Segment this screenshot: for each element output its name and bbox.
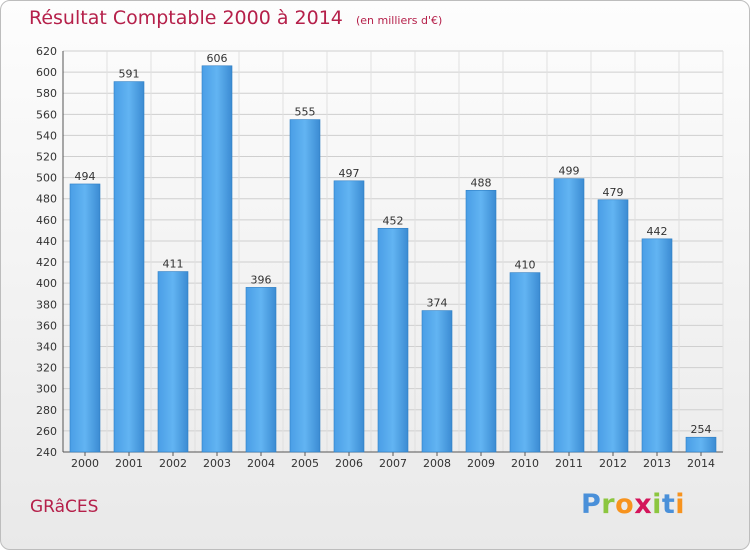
value-label-2014: 254 bbox=[691, 423, 712, 436]
bar-2012 bbox=[597, 199, 629, 453]
proxiti-logo: Proxiti bbox=[581, 489, 685, 520]
value-label-2000: 494 bbox=[75, 170, 96, 183]
value-label-2005: 555 bbox=[295, 106, 316, 119]
value-label-2008: 374 bbox=[427, 297, 448, 310]
x-tick-label-2014: 2014 bbox=[687, 457, 715, 470]
y-tick-label: 580 bbox=[36, 87, 57, 100]
logo-letter: i bbox=[675, 489, 686, 520]
value-label-2004: 396 bbox=[251, 273, 272, 286]
x-tick-label-2001: 2001 bbox=[115, 457, 143, 470]
y-tick-label: 560 bbox=[36, 108, 57, 121]
y-tick-label: 440 bbox=[36, 235, 57, 248]
y-tick-label: 500 bbox=[36, 172, 57, 185]
y-tick-label: 600 bbox=[36, 66, 57, 79]
logo-letter: x bbox=[634, 489, 653, 520]
bar-2003 bbox=[201, 65, 233, 453]
logo-letter: o bbox=[615, 489, 635, 520]
value-label-2001: 591 bbox=[119, 68, 140, 81]
bar-2011 bbox=[553, 178, 585, 453]
value-label-2002: 411 bbox=[163, 258, 184, 271]
x-tick-label-2009: 2009 bbox=[467, 457, 495, 470]
x-tick-label-2002: 2002 bbox=[159, 457, 187, 470]
y-tick-label: 380 bbox=[36, 298, 57, 311]
logo-letter: i bbox=[652, 489, 662, 520]
y-tick-label: 460 bbox=[36, 214, 57, 227]
bar-2008 bbox=[421, 310, 453, 453]
value-labels: 494 591 411 606 396 555 497 452 374 488 410 499 479 4… bbox=[75, 52, 712, 436]
y-tick-label: 400 bbox=[36, 277, 57, 290]
x-tick-label-2012: 2012 bbox=[599, 457, 627, 470]
value-label-2007: 452 bbox=[383, 214, 404, 227]
x-tick-label-2006: 2006 bbox=[335, 457, 363, 470]
x-tick-label-2003: 2003 bbox=[203, 457, 231, 470]
logo-letter: r bbox=[601, 489, 616, 520]
y-tick-label: 300 bbox=[36, 383, 57, 396]
bar-2004 bbox=[245, 287, 277, 453]
logo-letter: P bbox=[581, 489, 602, 520]
value-label-2010: 410 bbox=[515, 259, 536, 272]
value-label-2006: 497 bbox=[339, 167, 360, 180]
bar-2010 bbox=[509, 272, 541, 453]
y-tick-label: 420 bbox=[36, 256, 57, 269]
bar-2005 bbox=[289, 119, 321, 453]
bar-2006 bbox=[333, 180, 365, 453]
x-tick-label-2011: 2011 bbox=[555, 457, 583, 470]
bar-2007 bbox=[377, 227, 409, 453]
x-tick-label-2007: 2007 bbox=[379, 457, 407, 470]
x-tick-label-2013: 2013 bbox=[643, 457, 671, 470]
chart-title: Résultat Comptable 2000 à 2014 (en milli… bbox=[29, 7, 442, 29]
x-tick-label-2000: 2000 bbox=[71, 457, 99, 470]
value-label-2012: 479 bbox=[603, 186, 624, 199]
value-label-2009: 488 bbox=[471, 176, 492, 189]
y-tick-label: 520 bbox=[36, 151, 57, 164]
x-tick-label-2005: 2005 bbox=[291, 457, 319, 470]
x-tick-label-2010: 2010 bbox=[511, 457, 539, 470]
value-label-2013: 442 bbox=[647, 225, 668, 238]
x-tick-label-2008: 2008 bbox=[423, 457, 451, 470]
bar-2002 bbox=[157, 271, 189, 453]
bar-2013 bbox=[641, 238, 673, 453]
y-tick-label: 260 bbox=[36, 425, 57, 438]
bar-2009 bbox=[465, 189, 497, 453]
chart-title-unit: (en milliers d'€) bbox=[355, 14, 443, 27]
bar-2000 bbox=[69, 183, 101, 453]
value-label-2011: 499 bbox=[559, 165, 580, 178]
y-tick-label: 240 bbox=[36, 446, 57, 459]
bar-2014 bbox=[685, 436, 717, 453]
bars bbox=[69, 65, 717, 453]
y-tick-label: 320 bbox=[36, 362, 57, 375]
chart-title-main: Résultat Comptable 2000 à 2014 bbox=[29, 7, 343, 29]
commune-name: GRâCES bbox=[30, 497, 99, 517]
value-label-2003: 606 bbox=[207, 52, 228, 65]
logo-letter: t bbox=[661, 489, 676, 520]
y-tick-label: 360 bbox=[36, 319, 57, 332]
y-tick-label: 480 bbox=[36, 193, 57, 206]
y-tick-label: 540 bbox=[36, 129, 57, 142]
y-tick-label: 620 bbox=[36, 45, 57, 58]
y-tick-label: 280 bbox=[36, 404, 57, 417]
bar-2001 bbox=[113, 81, 145, 453]
x-tick-label-2004: 2004 bbox=[247, 457, 275, 470]
y-tick-label: 340 bbox=[36, 340, 57, 353]
